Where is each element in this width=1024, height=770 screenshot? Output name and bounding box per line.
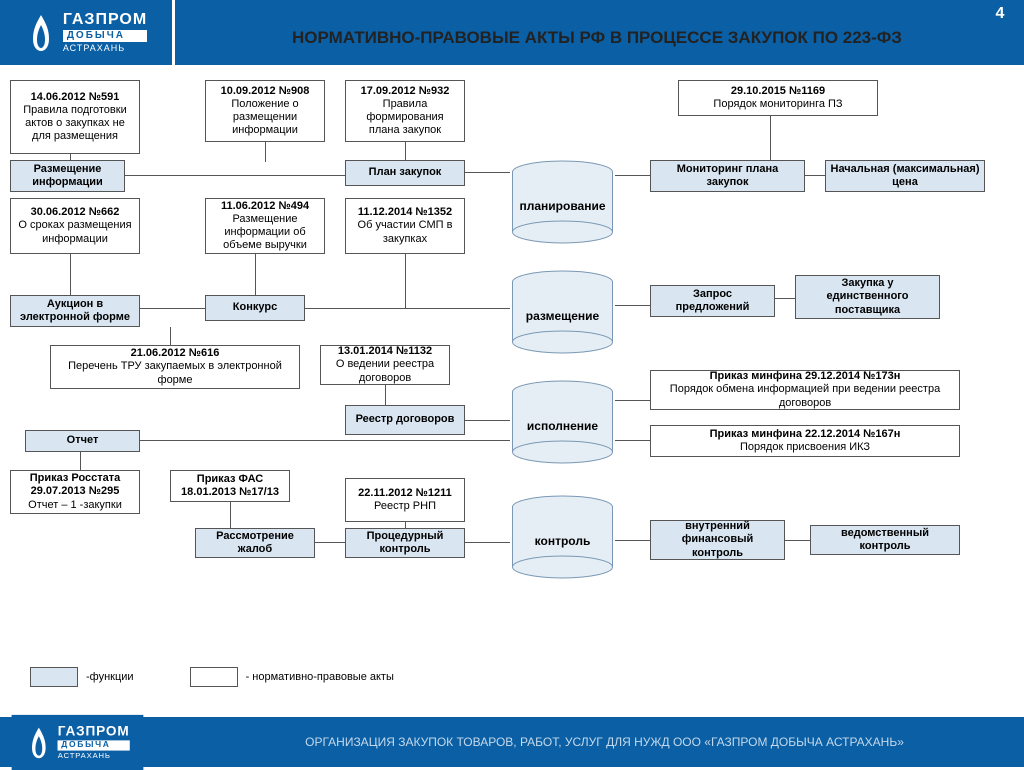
norm-box-n1211: 22.11.2012 №1211Реестр РНП	[345, 478, 465, 522]
norm-box-title: Приказ ФАС 18.01.2013 №17/13	[175, 473, 285, 499]
norm-box-text: Размещение информации об объеме выручки	[210, 213, 320, 253]
norm-box-title: 11.12.2014 №1352	[350, 206, 460, 219]
func-box-f-monit: Мониторинг плана закупок	[650, 160, 805, 192]
norm-box-n173: Приказ минфина 29.12.2014 №173нПорядок о…	[650, 370, 960, 410]
flame-icon	[25, 13, 57, 53]
func-box-f-reestr: Реестр договоров	[345, 405, 465, 435]
norm-box-text: Об участии СМП в закупках	[350, 219, 460, 245]
cylinder-ctrl: контроль	[510, 495, 615, 580]
norm-box-n662: 30.06.2012 №662О сроках размещения инфор…	[10, 198, 140, 254]
norm-box-text: Порядок присвоения ИКЗ	[655, 441, 955, 454]
legend-swatch-norm	[190, 667, 238, 687]
norm-box-text: Реестр РНП	[350, 500, 460, 513]
logo-main: ГАЗПРОМ	[63, 12, 147, 28]
norm-box-n494: 11.06.2012 №494Размещение информации об …	[205, 198, 325, 254]
norm-box-title: 29.10.2015 №1169	[683, 85, 873, 98]
func-box-f-vedom: ведомственный контроль	[810, 525, 960, 555]
norm-box-n17: Приказ ФАС 18.01.2013 №17/13	[170, 470, 290, 502]
logo-sub2: АСТРАХАНЬ	[63, 44, 147, 53]
norm-box-title: Приказ минфина 22.12.2014 №167н	[655, 428, 955, 441]
norm-box-text: Перечень ТРУ закупаемых в электронной фо…	[55, 360, 295, 386]
page-title: НОРМАТИВНО-ПРАВОВЫЕ АКТЫ РФ В ПРОЦЕССЕ З…	[190, 28, 1004, 48]
norm-box-text: Порядок мониторинга ПЗ	[683, 98, 873, 111]
cylinder-label: контроль	[510, 533, 615, 547]
norm-box-title: 17.09.2012 №932	[350, 85, 460, 98]
func-box-f-intfin: внутренний финансовый контроль	[650, 520, 785, 560]
norm-box-title: 11.06.2012 №494	[210, 200, 320, 213]
logo-sub1: ДОБЫЧА	[63, 30, 147, 42]
norm-box-text: О ведении реестра договоров	[325, 358, 445, 384]
norm-box-n295: Приказ Росстата 29.07.2013 №295Отчет – 1…	[10, 470, 140, 514]
norm-box-title: 30.06.2012 №662	[15, 206, 135, 219]
cylinder-plan: планирование	[510, 160, 615, 245]
func-box-f-plan: План закупок	[345, 160, 465, 186]
logo: ГАЗПРОМ ДОБЫЧА АСТРАХАНЬ	[0, 0, 175, 65]
cylinder-label: размещение	[510, 308, 615, 322]
norm-box-n616: 21.06.2012 №616Перечень ТРУ закупаемых в…	[50, 345, 300, 389]
func-box-f-auct: Аукцион в электронной форме	[10, 295, 140, 327]
diagram-canvas: планирование размещение исполнение контр…	[10, 80, 1014, 707]
footer-logo: ГАЗПРОМ ДОБЫЧА АСТРАХАНЬ	[12, 714, 144, 769]
func-box-f-zapr: Запрос предложений	[650, 285, 775, 317]
norm-box-n167: Приказ минфина 22.12.2014 №167нПорядок п…	[650, 425, 960, 457]
func-box-f-single: Закупка у единственного поставщика	[795, 275, 940, 319]
cylinder-place: размещение	[510, 270, 615, 355]
norm-box-n1169: 29.10.2015 №1169Порядок мониторинга ПЗ	[678, 80, 878, 116]
page-number: 4	[976, 0, 1024, 28]
func-box-f-proc: Процедурный контроль	[345, 528, 465, 558]
legend: -функции - нормативно-правовые акты	[30, 667, 394, 687]
norm-box-title: 22.11.2012 №1211	[350, 487, 460, 500]
norm-box-n908: 10.09.2012 №908Положение о размещении ин…	[205, 80, 325, 142]
norm-box-title: 14.06.2012 №591	[15, 91, 135, 104]
norm-box-n1132: 13.01.2014 №1132О ведении реестра догово…	[320, 345, 450, 385]
norm-box-text: Порядок обмена информацией при ведении р…	[655, 383, 955, 409]
cylinder-exec: исполнение	[510, 380, 615, 465]
func-box-f-zhalob: Рассмотрение жалоб	[195, 528, 315, 558]
norm-box-text: Правила подготовки актов о закупках не д…	[15, 104, 135, 144]
norm-box-title: Приказ Росстата 29.07.2013 №295	[15, 472, 135, 498]
func-box-f-info: Размещение информации	[10, 160, 125, 192]
norm-box-title: 21.06.2012 №616	[55, 347, 295, 360]
norm-box-text: Правила формирования плана закупок	[350, 98, 460, 138]
norm-box-title: Приказ минфина 29.12.2014 №173н	[655, 370, 955, 383]
norm-box-title: 10.09.2012 №908	[210, 85, 320, 98]
legend-swatch-func	[30, 667, 78, 687]
norm-box-text: О сроках размещения информации	[15, 219, 135, 245]
cylinder-label: исполнение	[510, 418, 615, 432]
norm-box-text: Отчет – 1 -закупки	[15, 499, 135, 512]
norm-box-n932: 17.09.2012 №932Правила формирования план…	[345, 80, 465, 142]
legend-label-func: -функции	[86, 671, 134, 683]
norm-box-n591: 14.06.2012 №591Правила подготовки актов …	[10, 80, 140, 154]
cylinder-label: планирование	[510, 198, 615, 212]
footer-text: ОРГАНИЗАЦИЯ ЗАКУПОК ТОВАРОВ, РАБОТ, УСЛУ…	[185, 735, 1024, 749]
norm-box-n1352: 11.12.2014 №1352Об участии СМП в закупка…	[345, 198, 465, 254]
footer-bar: ГАЗПРОМ ДОБЫЧА АСТРАХАНЬ ОРГАНИЗАЦИЯ ЗАК…	[0, 717, 1024, 767]
func-box-f-price: Начальная (максимальная) цена	[825, 160, 985, 192]
norm-box-title: 13.01.2014 №1132	[325, 345, 445, 358]
func-box-f-otchet: Отчет	[25, 430, 140, 452]
norm-box-text: Положение о размещении информации	[210, 98, 320, 138]
legend-label-norm: - нормативно-правовые акты	[246, 671, 394, 683]
func-box-f-konk: Конкурс	[205, 295, 305, 321]
